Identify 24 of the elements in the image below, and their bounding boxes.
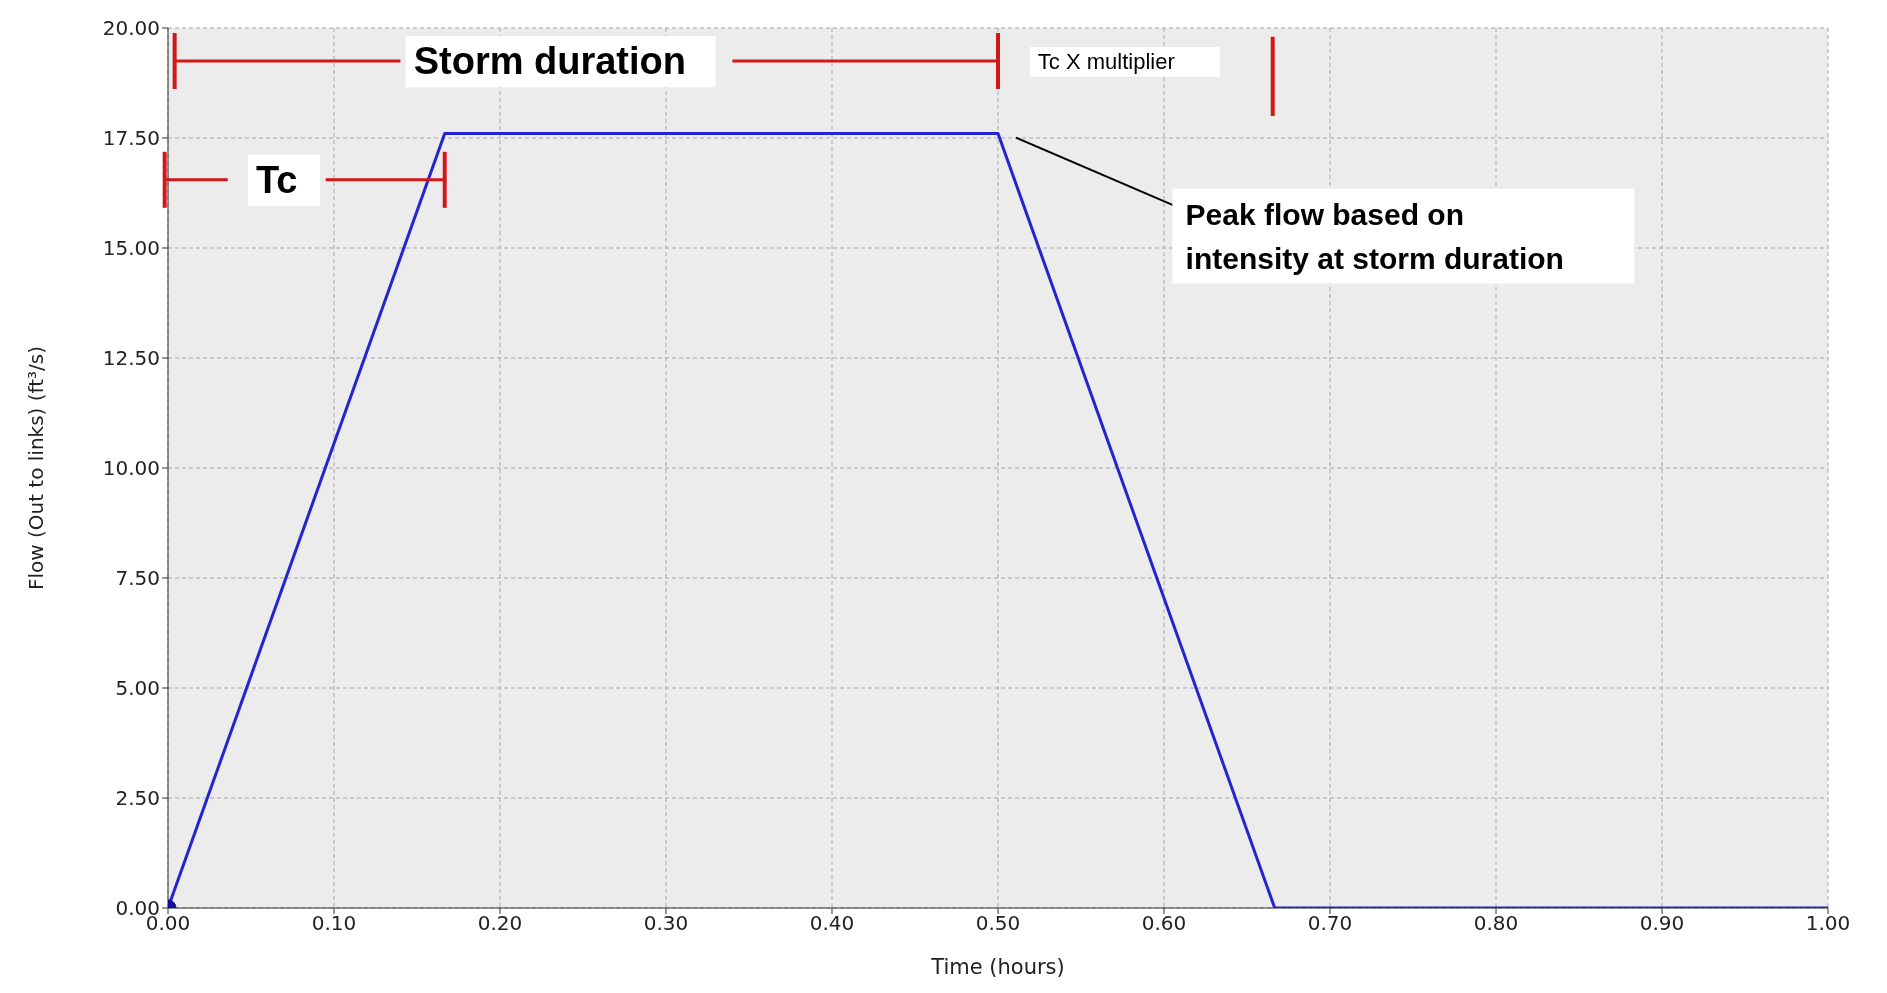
y-axis-title: Flow (Out to links) (ft³/s) (24, 345, 49, 591)
y-tick-label: 7.50 (115, 566, 160, 591)
y-tick-label: 10.00 (102, 456, 160, 481)
y-tick-label: 17.50 (102, 126, 160, 151)
y-tick-label: 2.50 (115, 786, 160, 811)
y-tick-label: 12.50 (102, 346, 160, 371)
annotation: Storm duration (413, 40, 687, 82)
x-tick-label: 0.80 (1473, 911, 1519, 936)
y-tick-label: 15.00 (102, 236, 160, 261)
annotation: Tc X multiplier (1037, 49, 1175, 74)
x-tick-label: 0.70 (1307, 911, 1353, 936)
x-tick-label: 1.00 (1805, 911, 1851, 936)
y-tick-label: 5.00 (115, 676, 160, 701)
x-tick-label: 0.90 (1639, 911, 1685, 936)
y-tick-label: 20.00 (102, 16, 160, 41)
x-tick-label: 0.50 (975, 911, 1021, 936)
annotation: Tc (255, 158, 298, 201)
x-tick-label: 0.10 (311, 911, 357, 936)
x-tick-label: 0.30 (643, 911, 689, 936)
x-tick-label: 0.60 (1141, 911, 1187, 936)
x-tick-label: 0.20 (477, 911, 523, 936)
annotation: Peak flow based on intensity at storm duration (1185, 197, 1564, 275)
x-tick-label: 0.40 (809, 911, 855, 936)
x-axis-title: Time (hours) (930, 955, 1065, 979)
